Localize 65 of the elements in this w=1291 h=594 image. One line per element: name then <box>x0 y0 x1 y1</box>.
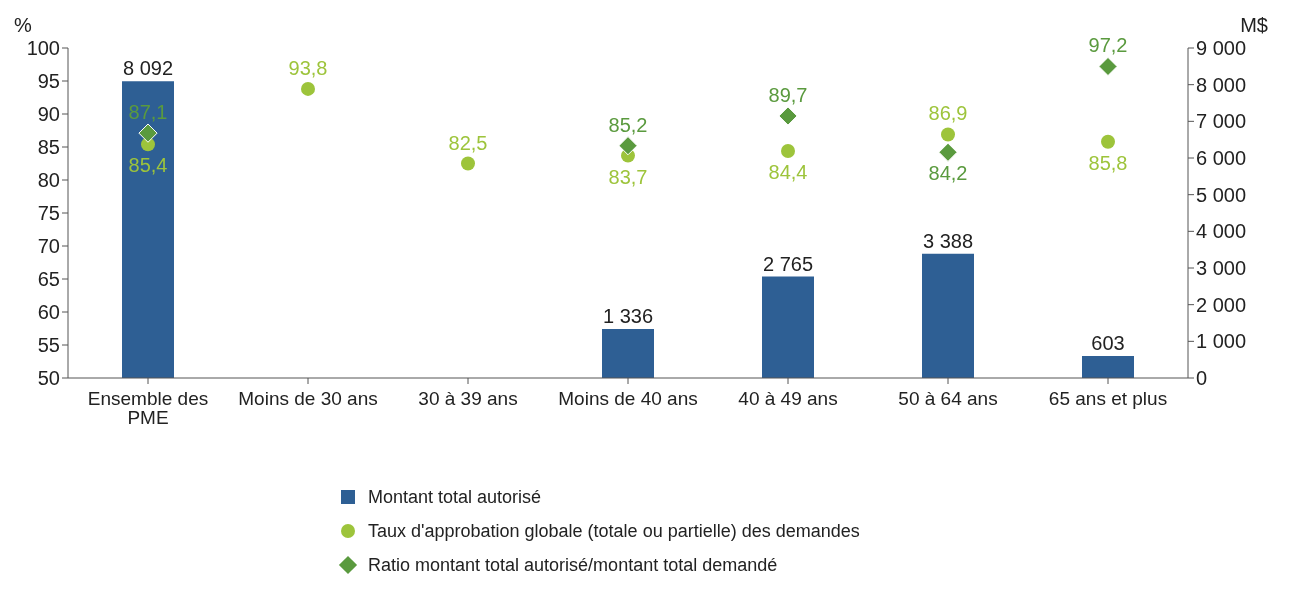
y-tick-label: 50 <box>37 367 60 390</box>
y-tick-label: 70 <box>37 235 60 258</box>
data-label: 8 092 <box>122 57 174 80</box>
bar <box>602 329 654 378</box>
y2-tick-label: 8 000 <box>1196 73 1247 96</box>
y2-tick-label: 3 000 <box>1196 257 1247 280</box>
y-tick-label: 90 <box>37 103 60 126</box>
y-tick-label: 100 <box>26 37 60 60</box>
x-tick-label: 50 à 64 ans <box>898 388 998 410</box>
data-label: 85,8 <box>1088 151 1128 174</box>
bar <box>1082 355 1134 378</box>
y-tick-label: 80 <box>37 169 60 192</box>
data-label: 93,8 <box>288 56 328 79</box>
y2-tick-label: 6 000 <box>1196 147 1247 170</box>
point <box>941 127 955 142</box>
data-label: 2 765 <box>762 252 814 275</box>
y-tick-label: 55 <box>37 334 60 357</box>
point <box>781 143 795 158</box>
point <box>461 156 475 171</box>
data-label: 84,4 <box>768 160 808 183</box>
y2-tick-label: 0 <box>1196 367 1208 390</box>
data-label: 97,2 <box>1088 34 1128 57</box>
x-tick-label: 65 ans et plus <box>1048 388 1168 410</box>
point <box>301 81 315 96</box>
bar <box>922 253 974 378</box>
y-axis-title: % <box>14 14 32 37</box>
y2-axis-title: M$ <box>1240 14 1268 37</box>
data-label: 603 <box>1091 331 1125 354</box>
point <box>1098 56 1118 77</box>
y2-tick-label: 4 000 <box>1196 220 1247 243</box>
y2-tick-label: 7 000 <box>1196 110 1247 133</box>
y2-tick-label: 5 000 <box>1196 183 1247 206</box>
data-label: 83,7 <box>608 165 648 188</box>
legend-label: Ratio montant total autorisé/montant total demandé <box>368 554 778 577</box>
x-tick-label: 30 à 39 ans <box>418 388 518 410</box>
bar <box>122 81 174 378</box>
y-tick-label: 85 <box>37 136 60 159</box>
data-label: 84,2 <box>928 162 968 185</box>
y2-tick-label: 9 000 <box>1196 37 1247 60</box>
x-tick-label: Ensemble des PME <box>87 388 209 429</box>
data-label: 87,1 <box>128 101 168 124</box>
x-tick-label: 40 à 49 ans <box>738 388 838 410</box>
y-tick-label: 60 <box>37 301 60 324</box>
point <box>938 142 958 162</box>
legend-label: Taux d'approbation globale (totale ou partielle) des demandes <box>368 520 860 543</box>
data-label: 89,7 <box>768 83 808 106</box>
point <box>1101 134 1115 149</box>
point <box>138 123 158 143</box>
data-label: 82,5 <box>448 131 488 154</box>
data-label: 85,4 <box>128 154 168 177</box>
data-label: 1 336 <box>602 305 654 328</box>
legend-label: Montant total autorisé <box>368 486 542 509</box>
x-tick-label: Moins de 40 ans <box>558 388 698 410</box>
data-label: 3 388 <box>922 229 974 252</box>
y2-tick-label: 2 000 <box>1196 293 1247 316</box>
point <box>778 106 798 126</box>
y2-tick-label: 1 000 <box>1196 330 1247 353</box>
y-tick-label: 65 <box>37 268 60 291</box>
x-tick-label: Moins de 30 ans <box>238 388 378 410</box>
data-label: 86,9 <box>928 102 968 125</box>
y-tick-label: 95 <box>37 70 60 93</box>
bar <box>762 276 814 378</box>
y-tick-label: 75 <box>37 202 60 225</box>
point <box>618 136 638 156</box>
data-label: 85,2 <box>608 113 648 136</box>
